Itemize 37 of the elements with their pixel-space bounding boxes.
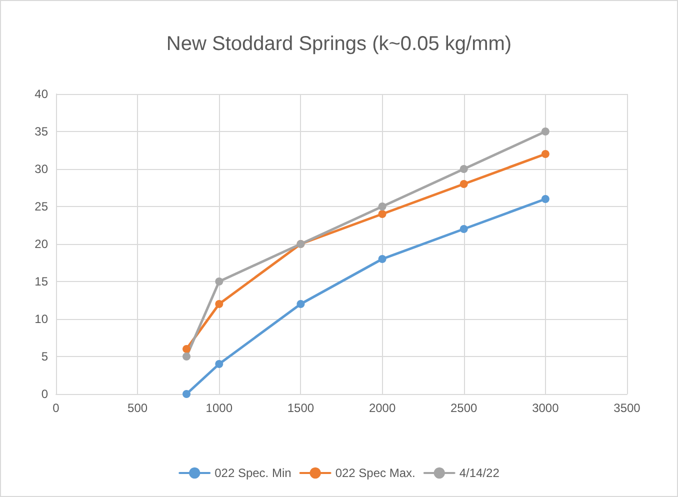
x-tick-label: 500 [128, 401, 148, 415]
y-tick-label: 35 [34, 124, 48, 138]
point [215, 300, 224, 308]
point [215, 278, 224, 286]
point [460, 180, 468, 188]
point [541, 150, 550, 158]
y-tick-label: 25 [34, 200, 48, 214]
chart-title: New Stoddard Springs (k~0.05 kg/mm) [166, 33, 512, 55]
point [378, 255, 386, 263]
legend-label: 022 Spec Max. [335, 466, 416, 480]
x-tick-label: 2500 [450, 401, 478, 415]
x-tick-label: 3000 [532, 401, 560, 415]
x-tick-label: 0 [52, 401, 60, 415]
x-tick-label: 3500 [614, 401, 641, 415]
y-tick-label: 40 [34, 87, 48, 101]
point [182, 390, 191, 398]
point [378, 202, 386, 210]
y-tick-label: 0 [41, 387, 48, 401]
legend-label: 4/14/22 [459, 466, 500, 480]
legend-label: 022 Spec. Min [214, 466, 292, 480]
y-tick-label: 15 [34, 274, 48, 288]
point [460, 165, 468, 173]
y-tick-label: 20 [34, 237, 48, 251]
x-tick-label: 2000 [368, 401, 396, 415]
point [460, 225, 468, 233]
y-tick-label: 30 [34, 162, 48, 176]
x-tick-label: 1000 [206, 401, 233, 415]
point [182, 352, 191, 360]
x-tick-label: 1500 [287, 401, 314, 415]
point [541, 195, 550, 203]
y-tick-label: 5 [41, 350, 48, 364]
y-tick-label: 10 [34, 312, 48, 326]
point [541, 128, 550, 136]
point [296, 300, 305, 308]
point [215, 360, 224, 368]
point [182, 345, 191, 353]
point [378, 210, 386, 218]
